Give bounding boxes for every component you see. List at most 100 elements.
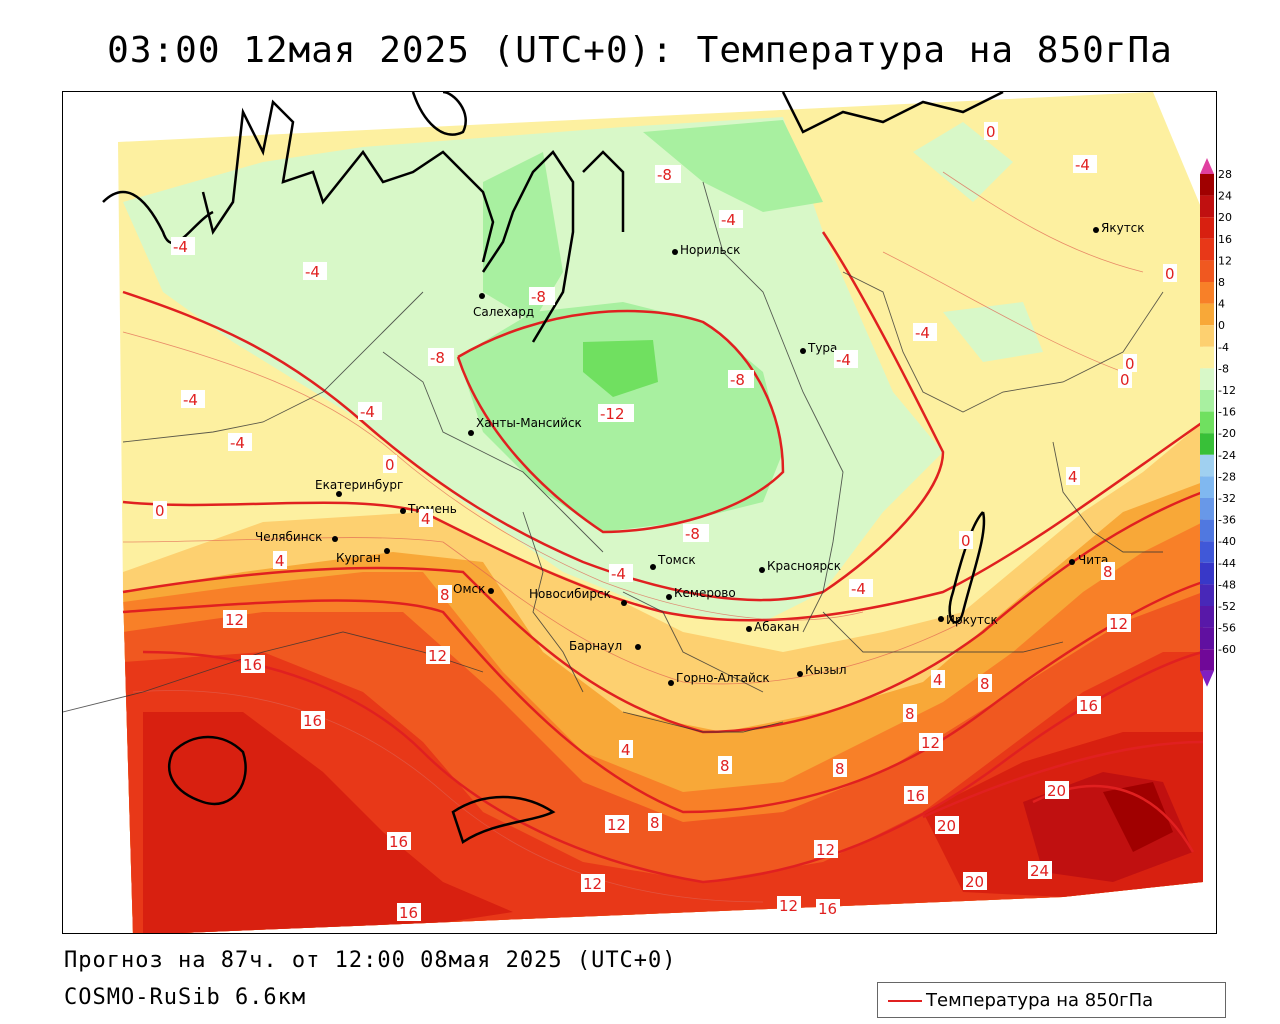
- svg-text:8: 8: [1103, 563, 1113, 581]
- colorbar-tick-label: 24: [1218, 190, 1232, 203]
- city-chelyabinsk[interactable]: Челябинск: [255, 530, 338, 544]
- isotherm-label: 8: [978, 674, 992, 693]
- colorbar-tick-label: -20: [1218, 427, 1236, 440]
- colorbar-tick-label: -4: [1218, 341, 1229, 354]
- colorbar-tick-label: 12: [1218, 254, 1232, 267]
- svg-text:Кызыл: Кызыл: [805, 663, 847, 677]
- isotherm-label: 12: [426, 646, 450, 665]
- isotherm-labels: -4 -4 -8 -4 -4 0 0 -4 0 -8 -8 -8 -4 -12 …: [153, 122, 1177, 922]
- colorbar-tick-label: 20: [1218, 211, 1232, 224]
- isotherm-label: 12: [814, 840, 838, 859]
- isotherm-label: 12: [919, 733, 943, 752]
- svg-text:Тура: Тура: [807, 341, 837, 355]
- colorbar-segment: [1200, 411, 1214, 434]
- svg-text:0: 0: [1120, 371, 1130, 389]
- svg-text:12: 12: [1109, 615, 1128, 633]
- colorbar-segment: [1200, 584, 1214, 606]
- city-tomsk[interactable]: Томск: [650, 553, 696, 570]
- city-tura[interactable]: Тура: [800, 341, 837, 355]
- city-khanty-mansiysk[interactable]: Ханты-Мансийск: [468, 416, 582, 436]
- svg-text:0: 0: [385, 456, 395, 474]
- svg-text:16: 16: [399, 904, 418, 922]
- svg-text:Абакан: Абакан: [754, 620, 799, 634]
- svg-text:12: 12: [428, 647, 447, 665]
- isotherm-label: 20: [1045, 781, 1069, 800]
- svg-text:8: 8: [650, 814, 660, 832]
- city-abakan[interactable]: Абакан: [746, 620, 799, 634]
- svg-text:12: 12: [225, 611, 244, 629]
- city-norilsk[interactable]: Норильск: [672, 243, 740, 257]
- svg-text:16: 16: [906, 787, 925, 805]
- colorbar-tick-label: -8: [1218, 362, 1229, 375]
- colorbar-tick-label: -12: [1218, 384, 1236, 397]
- colorbar-tick-label: -48: [1218, 578, 1236, 591]
- svg-text:-8: -8: [685, 525, 700, 543]
- colorbar-tick-label: -44: [1218, 557, 1236, 570]
- svg-text:-8: -8: [657, 166, 672, 184]
- svg-text:12: 12: [921, 734, 940, 752]
- temperature-field: [118, 92, 1203, 933]
- colorbar-tick-label: 0: [1218, 319, 1225, 332]
- svg-text:-4: -4: [230, 434, 245, 452]
- isotherm-label: -4: [171, 237, 195, 256]
- isotherm-label: 0: [153, 501, 167, 520]
- colorbar-tick-label: -40: [1218, 535, 1236, 548]
- svg-text:Кемерово: Кемерово: [674, 586, 736, 600]
- svg-text:4: 4: [933, 671, 943, 689]
- isotherm-label: -4: [913, 323, 937, 342]
- svg-text:-8: -8: [531, 288, 546, 306]
- city-krasnoyarsk[interactable]: Красноярск: [759, 559, 841, 573]
- svg-text:Курган: Курган: [336, 551, 381, 565]
- city-gorno-altaysk[interactable]: Горно-Алтайск: [668, 671, 770, 686]
- city-omsk[interactable]: Омск: [453, 582, 494, 596]
- city-barnaul[interactable]: Барнаул: [569, 639, 641, 653]
- isotherm-label: 8: [718, 756, 732, 775]
- city-irkutsk[interactable]: Иркутск: [938, 613, 998, 627]
- city-salekhard[interactable]: Салехард: [473, 293, 534, 319]
- city-novosibirsk[interactable]: Новосибирск: [529, 587, 627, 606]
- isotherm-label: -4: [849, 579, 873, 598]
- city-yakutsk[interactable]: Якутск: [1093, 221, 1145, 235]
- city-kyzyl[interactable]: Кызыл: [797, 663, 847, 677]
- svg-text:16: 16: [1079, 697, 1098, 715]
- colorbar-segment: [1200, 627, 1214, 650]
- colorbar-segment: [1200, 346, 1214, 369]
- colorbar-segment: [1200, 174, 1214, 196]
- colorbar-tick-label: 8: [1218, 276, 1225, 289]
- colorbar-segment: [1200, 390, 1214, 412]
- isotherm-label: 16: [1077, 696, 1101, 715]
- isotherm-label: 24: [1028, 861, 1052, 880]
- temperature-map[interactable]: Якутск Норильск Салехард Тура Ханты-Манс…: [63, 92, 1217, 934]
- svg-text:8: 8: [980, 675, 990, 693]
- city-kemerovo[interactable]: Кемерово: [666, 586, 736, 600]
- svg-text:4: 4: [1068, 468, 1078, 486]
- svg-text:-4: -4: [721, 211, 736, 229]
- isotherm-label: 0: [1163, 264, 1177, 283]
- colorbar-tick-label: 16: [1218, 233, 1232, 246]
- svg-text:-4: -4: [305, 263, 320, 281]
- colorbar-tick-label: 28: [1218, 168, 1232, 181]
- isotherm-label: 0: [383, 455, 397, 474]
- isotherm-label: 0: [1118, 370, 1132, 389]
- map-title: 03:00 12мая 2025 (UTC+0): Температура на…: [107, 30, 1173, 71]
- svg-text:24: 24: [1030, 862, 1049, 880]
- city-yekaterinburg[interactable]: Екатеринбург: [315, 478, 403, 497]
- svg-text:8: 8: [905, 705, 915, 723]
- svg-text:-4: -4: [611, 565, 626, 583]
- colorbar-segment: [1200, 498, 1214, 520]
- map-area[interactable]: Якутск Норильск Салехард Тура Ханты-Манс…: [62, 91, 1217, 934]
- admin-boundaries: [63, 181, 1164, 733]
- isotherm-label: 16: [241, 655, 265, 674]
- isotherm-label: 20: [935, 816, 959, 835]
- city-kurgan[interactable]: Курган: [336, 548, 390, 565]
- city-chita[interactable]: Чита: [1069, 553, 1108, 567]
- isotherm-label: 8: [903, 704, 917, 723]
- isotherm-label: 12: [605, 815, 629, 834]
- svg-text:0: 0: [986, 123, 996, 141]
- svg-text:Екатеринбург: Екатеринбург: [315, 478, 403, 492]
- isotherm-label: -8: [428, 348, 454, 367]
- city-markers: Якутск Норильск Салехард Тура Ханты-Манс…: [255, 221, 1145, 686]
- svg-text:0: 0: [1165, 265, 1175, 283]
- isotherm-label: 0: [984, 122, 998, 141]
- isotherm-label: 4: [619, 740, 633, 759]
